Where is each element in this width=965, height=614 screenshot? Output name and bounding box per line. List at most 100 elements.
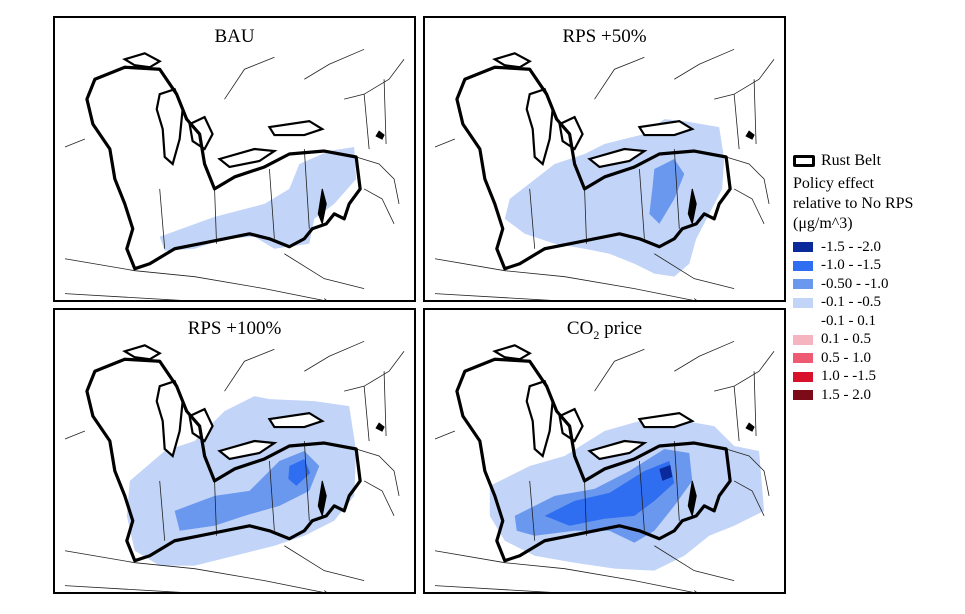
state-boundary — [224, 348, 275, 392]
legend-bin: -1.0 - -1.5 — [793, 257, 963, 276]
legend-swatch — [793, 297, 813, 308]
state-boundary — [363, 188, 395, 224]
state-boundary — [726, 156, 770, 204]
coastal-detail — [317, 480, 327, 518]
legend-swatch — [793, 390, 813, 401]
state-boundary — [639, 460, 645, 531]
state-boundary — [673, 441, 680, 521]
map-geography — [64, 340, 405, 592]
legend-bin: -0.50 - -1.0 — [793, 275, 963, 294]
legend-swatch — [793, 242, 813, 253]
lake-outline — [637, 119, 695, 137]
map-panel-bau: BAU — [53, 16, 416, 302]
map-legend: Rust Belt Policy effect relative to No R… — [793, 150, 963, 405]
state-boundary — [284, 253, 365, 290]
panel-title-bau: BAU — [214, 26, 255, 47]
legend-bin: -0.1 - 0.1 — [793, 312, 963, 331]
state-boundary — [356, 156, 400, 204]
state-boundary — [714, 351, 775, 392]
legend-bin: 1.0 - -1.5 — [793, 368, 963, 387]
state-boundary — [214, 188, 217, 244]
state-boundary — [639, 168, 645, 239]
legend-swatch — [793, 279, 813, 290]
state-boundary — [304, 340, 365, 372]
state-boundary — [356, 448, 400, 496]
lake-outline — [122, 344, 162, 361]
state-boundary — [529, 480, 536, 541]
state-boundary — [269, 168, 275, 239]
rust-belt-outline — [85, 357, 362, 563]
state-boundary — [434, 585, 552, 592]
map-panel-rps-50: RPS +50% — [423, 16, 786, 302]
lake-outline — [587, 147, 648, 169]
coastal-detail — [745, 422, 755, 432]
state-boundary — [654, 253, 735, 290]
state-boundary — [383, 371, 387, 437]
rust-belt-outline — [85, 65, 362, 271]
state-boundary — [674, 340, 735, 372]
state-boundary — [64, 430, 86, 440]
state-boundary — [363, 386, 370, 442]
panel-title-rps-50: RPS +50% — [562, 26, 647, 47]
state-boundary — [344, 351, 405, 392]
state-boundary — [64, 550, 324, 592]
lake-outline — [267, 411, 325, 429]
legend-bin: -1.5 - -2.0 — [793, 238, 963, 257]
map-geography — [64, 48, 405, 300]
state-boundary — [654, 545, 735, 582]
map-bau — [64, 48, 405, 300]
state-boundary — [584, 480, 587, 536]
state-boundary — [714, 59, 775, 100]
policy-effect-region — [174, 451, 320, 531]
state-boundary — [673, 149, 680, 229]
state-boundary — [284, 545, 365, 582]
legend-swatch — [793, 260, 813, 271]
state-boundary — [64, 293, 182, 300]
state-boundary — [304, 48, 365, 80]
state-boundary — [594, 56, 645, 100]
lake-outline — [492, 52, 532, 69]
legend-outline-label: Rust Belt — [821, 152, 882, 169]
state-boundary — [753, 79, 757, 145]
state-boundary — [383, 79, 387, 145]
state-boundary — [733, 480, 765, 516]
state-boundary — [434, 293, 552, 300]
rust-belt-outline-swatch — [793, 155, 815, 167]
state-boundary — [694, 590, 697, 592]
policy-effect-region — [544, 460, 675, 526]
coastal-detail — [375, 422, 385, 432]
rust-belt-outline — [455, 65, 732, 271]
legend-bin: 0.1 - 0.5 — [793, 331, 963, 350]
legend-swatch — [793, 353, 813, 364]
policy-effect-region — [159, 147, 357, 251]
legend-outline-row: Rust Belt — [793, 150, 963, 172]
state-boundary — [303, 441, 310, 521]
policy-effect-region — [504, 119, 725, 277]
lake-outline — [637, 411, 695, 429]
legend-swatch — [793, 316, 813, 327]
state-boundary — [584, 188, 587, 244]
state-boundary — [434, 550, 694, 592]
state-boundary — [733, 188, 765, 224]
state-boundary — [434, 138, 456, 148]
state-boundary — [64, 258, 324, 300]
state-boundary — [594, 348, 645, 392]
state-boundary — [733, 94, 740, 150]
map-rps-50 — [434, 48, 775, 300]
legend-bin: 0.5 - 1.0 — [793, 349, 963, 368]
lake-outline — [122, 52, 162, 69]
state-boundary — [363, 480, 395, 516]
coastal-detail — [375, 130, 385, 140]
map-panel-co2-price: CO2 price — [423, 308, 786, 594]
lake-outline — [558, 407, 584, 443]
state-boundary — [159, 188, 166, 249]
state-boundary — [324, 590, 327, 592]
state-boundary — [64, 585, 182, 592]
state-boundary — [726, 448, 770, 496]
lake-outline — [267, 119, 325, 137]
legend-heading: Policy effect relative to No RPS (μg/m^3… — [793, 175, 914, 232]
legend-swatch — [793, 371, 813, 382]
lake-outline — [492, 344, 532, 361]
coastal-detail — [745, 130, 755, 140]
state-boundary — [674, 48, 735, 80]
